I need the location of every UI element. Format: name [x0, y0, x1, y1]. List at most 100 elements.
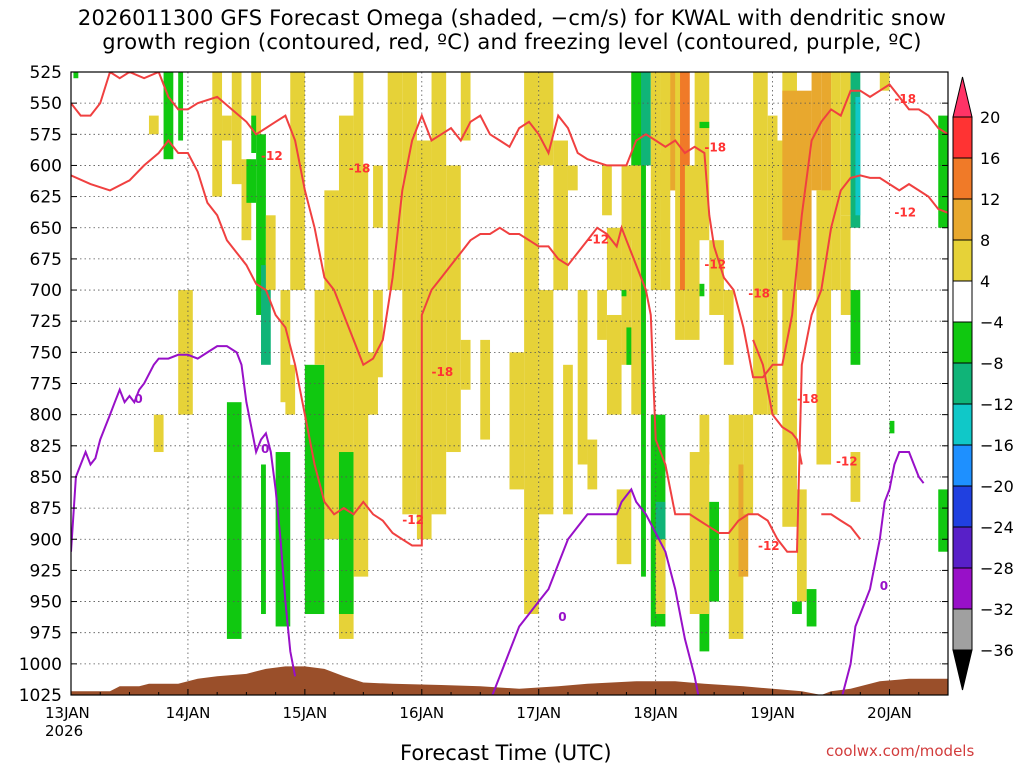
- omega-patch: [782, 90, 797, 241]
- omega-patch: [879, 72, 890, 91]
- omega-patch: [587, 439, 598, 490]
- colorbar-tick-label: −32: [980, 600, 1014, 619]
- y-tick-label: 850: [30, 468, 62, 488]
- contour-label: -18: [797, 392, 819, 406]
- colorbar-tick-label: −8: [980, 354, 1004, 373]
- omega-patch: [743, 414, 754, 515]
- omega-patch: [387, 72, 403, 291]
- omega-patch: [256, 134, 266, 315]
- omega-patch: [806, 589, 817, 627]
- omega-patch: [280, 290, 291, 403]
- contour-label: -12: [836, 454, 858, 468]
- y-tick-label: 900: [30, 530, 62, 550]
- colorbar-tick-label: −36: [980, 641, 1014, 660]
- colorbar-top-arrow: [952, 76, 973, 118]
- freezing-level-line: [71, 345, 297, 677]
- colorbar-swatch: [952, 198, 973, 241]
- omega-patch: [261, 265, 271, 365]
- omega-patch: [699, 414, 710, 465]
- omega-patch: [655, 501, 666, 540]
- omega-patch: [246, 159, 257, 203]
- dgz-contour-line: [752, 339, 803, 465]
- y-tick-label: 650: [30, 219, 62, 239]
- omega-patch: [460, 339, 471, 390]
- y-tick-label: 550: [30, 94, 62, 114]
- omega-patch: [353, 165, 369, 577]
- x-tick-label: 19JAN: [750, 704, 795, 722]
- colorbar-tick-label: −28: [980, 559, 1014, 578]
- omega-patch: [446, 165, 461, 453]
- y-tick-label: 725: [30, 312, 62, 332]
- omega-patch: [709, 501, 720, 602]
- dgz-contour-line: [71, 138, 948, 553]
- colorbar-swatch: [952, 116, 973, 159]
- omega-patch: [577, 290, 588, 465]
- x-tick-label: 15JAN: [282, 704, 327, 722]
- omega-patch: [850, 72, 861, 228]
- chart-title-line-1: 2026011300 GFS Forecast Omega (shaded, −…: [77, 6, 947, 30]
- omega-patch: [723, 290, 734, 365]
- y-tick-label: 525: [30, 63, 62, 83]
- colorbar-tick-label: 16: [980, 149, 1000, 168]
- contour-label: -18: [432, 365, 454, 379]
- x-axis-title: Forecast Time (UTC): [400, 741, 612, 765]
- omega-patch: [738, 464, 749, 577]
- omega-patch: [416, 140, 432, 540]
- omega-patch: [402, 72, 417, 515]
- contour-label: -18: [894, 92, 916, 106]
- omega-patch: [606, 314, 622, 415]
- x-tick-label: 20JAN: [867, 704, 912, 722]
- omega-patch: [373, 290, 383, 378]
- omega-patch: [324, 190, 339, 540]
- x-tick-label: 16JAN: [399, 704, 444, 722]
- omega-patch: [538, 72, 554, 166]
- omega-patch: [226, 402, 242, 639]
- x-tick-label: 14JAN: [166, 704, 211, 722]
- y-tick-label: 600: [30, 156, 62, 176]
- omega-patch: [178, 72, 184, 141]
- y-tick-label: 625: [30, 188, 62, 208]
- contour-label: -12: [894, 205, 916, 219]
- x-tick-label: 13JAN: [45, 704, 90, 722]
- y-tick-label: 575: [30, 125, 62, 145]
- colorbar-swatch: [952, 403, 973, 446]
- colorbar-tick-label: −16: [980, 436, 1014, 455]
- x-axis-ticks: 13JAN 14JAN 15JAN 16JAN 17JAN 18JAN 19JAN 20JAN…: [45, 689, 920, 740]
- contour-label: 0: [558, 610, 566, 624]
- colorbar-swatch: [952, 526, 973, 569]
- omega-patch: [338, 452, 354, 615]
- omega-patch: [509, 352, 525, 490]
- colorbar-swatch: [952, 444, 973, 487]
- y-tick-label: 975: [30, 624, 62, 644]
- y-tick-label: 675: [30, 250, 62, 270]
- x-tick-label: 17JAN: [516, 704, 561, 722]
- omega-patch: [222, 115, 232, 141]
- omega-shading: [73, 72, 948, 652]
- colorbar-swatch: [952, 239, 973, 282]
- omega-patch: [212, 72, 223, 197]
- colorbar-swatch: [952, 485, 973, 528]
- omega-patch: [796, 489, 807, 602]
- x-tick-label: 18JAN: [633, 704, 678, 722]
- omega-patch: [460, 72, 471, 141]
- omega-patch: [621, 290, 627, 297]
- contour-label: -12: [587, 233, 609, 247]
- omega-patch: [265, 215, 276, 291]
- colorbar-tick-label: −4: [980, 313, 1004, 332]
- colorbar-tick-label: −20: [980, 477, 1014, 496]
- omega-patch: [816, 190, 832, 465]
- omega-patch: [153, 414, 164, 453]
- omega-patch: [163, 72, 174, 160]
- y-tick-label: 875: [30, 499, 62, 519]
- dgz-contour-line: [821, 513, 862, 540]
- omega-patch: [782, 464, 797, 527]
- contour-label: -12: [261, 149, 283, 163]
- y-axis-ticks: 525 550 575 600 625 650 675 700 725 750 775 800 825 8…: [19, 63, 948, 706]
- y-tick-label: 775: [30, 375, 62, 395]
- omega-patch: [792, 601, 802, 615]
- omega-patch: [689, 452, 710, 615]
- colorbar-tick-label: −24: [980, 518, 1014, 537]
- omega-patch: [767, 115, 778, 415]
- omega-patch: [670, 72, 681, 191]
- omega-patch: [231, 72, 242, 185]
